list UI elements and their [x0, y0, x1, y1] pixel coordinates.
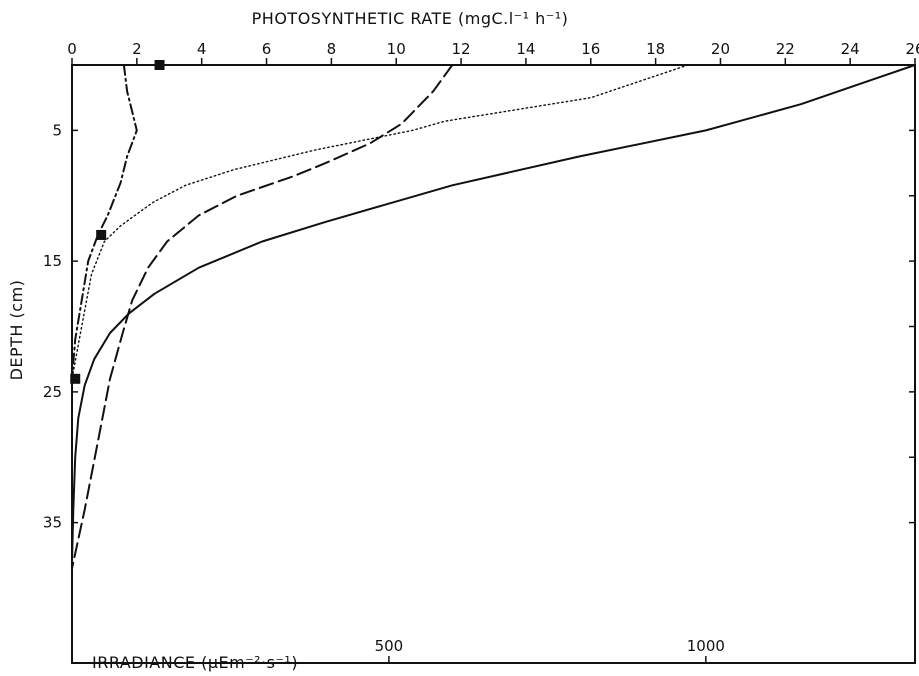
top-tick-label: 14 [516, 40, 535, 58]
bottom-axis-ticks: 500 1000 [375, 637, 725, 663]
top-tick-label: 4 [197, 40, 207, 58]
depth-tick-label: 35 [43, 514, 62, 532]
depth-axis-label: DEPTH (cm) [7, 280, 26, 381]
top-axis-ticks: 02468101214161820222426 [67, 40, 919, 65]
top-tick-label: 12 [452, 40, 471, 58]
bottom-tick-label: 500 [375, 637, 404, 655]
depth-axis-ticks: 5 15 25 35 [43, 121, 915, 532]
top-tick-label: 2 [132, 40, 142, 58]
series-layer [70, 60, 916, 570]
top-tick-label: 22 [776, 40, 795, 58]
data-marker [96, 229, 107, 240]
series-line-dash-dot [71, 64, 138, 380]
top-tick-label: 10 [387, 40, 406, 58]
bottom-tick-label: 1000 [687, 637, 725, 655]
top-tick-label: 16 [581, 40, 600, 58]
depth-tick-label: 5 [52, 121, 62, 139]
series-line-dotted [71, 64, 689, 380]
series-line-solid [71, 64, 916, 563]
data-marker [154, 60, 165, 70]
top-tick-label: 20 [711, 40, 730, 58]
top-tick-label: 0 [67, 40, 77, 58]
top-axis-label: PHOTOSYNTHETIC RATE (mgC.l⁻¹ h⁻¹) [252, 9, 569, 28]
series-line-dashed [71, 64, 454, 570]
plot-frame [71, 64, 916, 664]
top-tick-label: 18 [646, 40, 665, 58]
depth-tick-label: 15 [43, 252, 62, 270]
top-tick-label: 8 [327, 40, 337, 58]
depth-tick-label: 25 [43, 383, 62, 401]
data-marker [70, 373, 81, 384]
top-tick-label: 26 [905, 40, 919, 58]
bottom-axis-label: IRRADIANCE (µEm⁻²·s⁻¹) [92, 653, 298, 672]
top-tick-label: 24 [841, 40, 860, 58]
top-tick-label: 6 [262, 40, 272, 58]
